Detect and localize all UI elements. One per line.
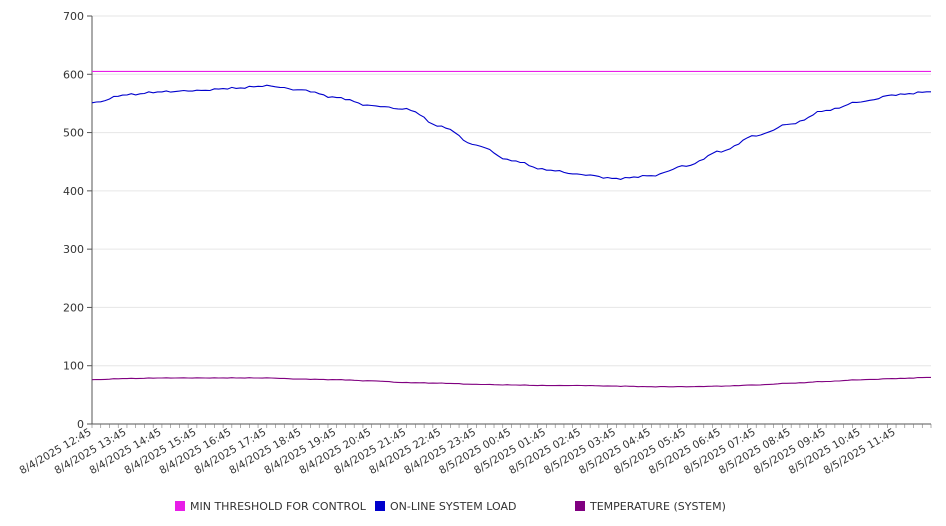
y-tick-label: 700 — [63, 10, 84, 23]
legend-swatch — [175, 501, 185, 511]
y-tick-label: 600 — [63, 68, 84, 81]
axes: 0 100 200 300 400 500 600 700 — [63, 10, 932, 431]
y-tick-label: 100 — [63, 360, 84, 373]
y-tick-label: 200 — [63, 301, 84, 314]
x-tick-labels: 8/4/2025 12:458/4/2025 13:458/4/2025 14:… — [18, 426, 898, 477]
legend: MIN THRESHOLD FOR CONTROL ON-LINE SYSTEM … — [175, 500, 726, 513]
legend-label: ON-LINE SYSTEM LOAD — [390, 500, 516, 513]
legend-label: TEMPERATURE (SYSTEM) — [589, 500, 726, 513]
series-line-3 — [91, 376, 931, 388]
legend-swatch — [375, 501, 385, 511]
grid — [92, 15, 931, 367]
series — [91, 70, 931, 388]
y-tick-label: 300 — [63, 243, 84, 256]
legend-label: MIN THRESHOLD FOR CONTROL — [190, 500, 367, 513]
series-line-2 — [91, 84, 931, 180]
y-tick-label: 400 — [63, 185, 84, 198]
legend-swatch — [575, 501, 585, 511]
y-tick-label: 0 — [77, 418, 84, 431]
y-tick-label: 500 — [63, 127, 84, 140]
